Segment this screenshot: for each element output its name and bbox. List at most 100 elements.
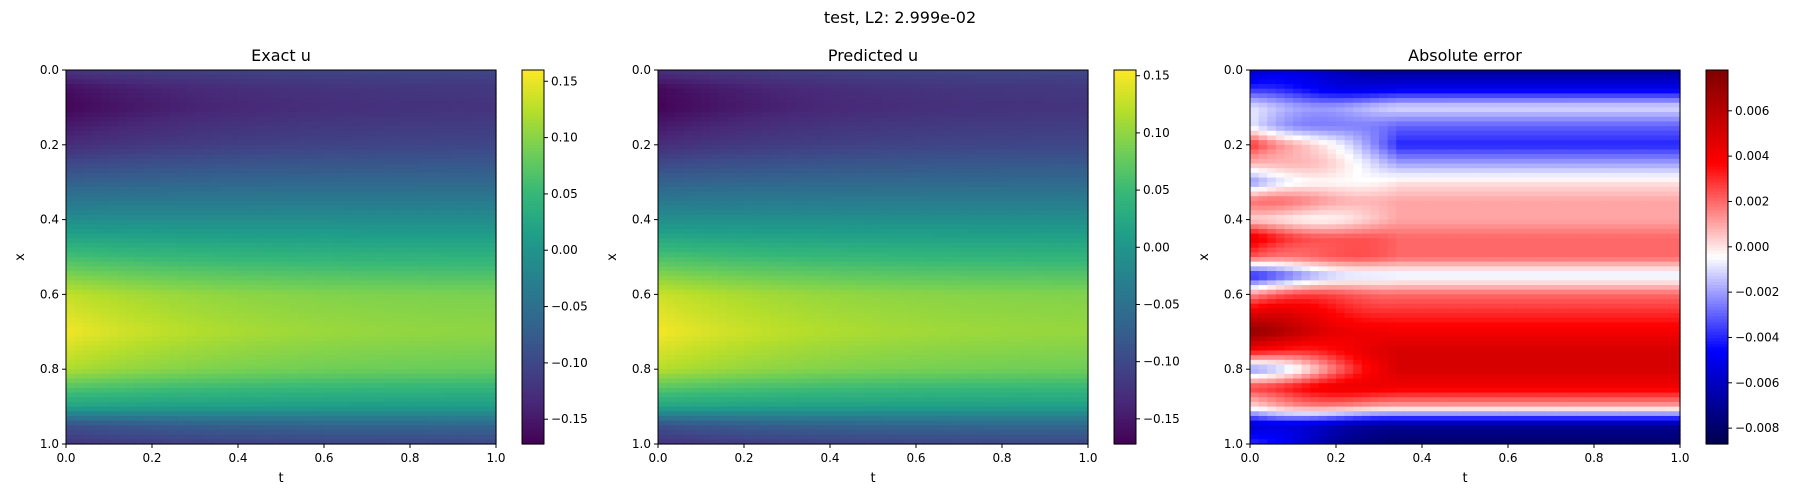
heatmap-cell [692, 74, 702, 80]
heatmap-cell [134, 434, 144, 440]
heatmap-cell [298, 383, 308, 389]
heatmap-cell [864, 70, 874, 76]
heatmap-cell [212, 285, 222, 291]
heatmap-cell [289, 168, 299, 174]
heatmap-cell [152, 364, 162, 370]
heatmap-cell [435, 102, 445, 108]
heatmap-cell [169, 350, 179, 356]
heatmap-cell [91, 317, 101, 324]
heatmap-cell [246, 336, 256, 342]
heatmap-cell [410, 158, 420, 165]
heatmap-cell [195, 280, 205, 286]
heatmap-cell [976, 112, 986, 118]
heatmap-cell [349, 392, 359, 398]
heatmap-cell [66, 135, 76, 141]
heatmap-cell [212, 392, 222, 398]
heatmap-cell [289, 271, 299, 277]
colorbar-band [522, 232, 544, 236]
heatmap-cell [718, 79, 728, 85]
heatmap-cell [74, 177, 84, 183]
heatmap-cell [487, 168, 497, 174]
heatmap-cell [281, 415, 291, 422]
heatmap-cell [109, 415, 119, 422]
heatmap-cell [246, 126, 256, 132]
heatmap-cell [916, 84, 926, 90]
heatmap-cell [177, 411, 187, 417]
colorbar-band [522, 126, 544, 130]
heatmap-cell [203, 378, 213, 384]
heatmap-cell [478, 168, 488, 174]
heatmap-cell [272, 415, 282, 422]
heatmap-cell [349, 149, 359, 155]
heatmap-cell [924, 79, 934, 85]
heatmap-cell [726, 74, 736, 80]
heatmap-cell [804, 84, 814, 90]
heatmap-cell [315, 434, 325, 440]
heatmap-cell [435, 434, 445, 440]
heatmap-cell [675, 79, 685, 85]
heatmap-cell [873, 70, 883, 76]
heatmap-cell [306, 322, 316, 328]
heatmap-cell [220, 369, 230, 375]
heatmap-cell [761, 126, 771, 132]
heatmap-cell [907, 84, 917, 90]
heatmap-cell [169, 406, 179, 412]
heatmap-cell [281, 425, 291, 431]
heatmap-cell [444, 345, 454, 352]
heatmap-cell [341, 121, 351, 127]
heatmap-cell [152, 163, 162, 169]
colorbar-band [522, 175, 544, 180]
heatmap-cell [246, 289, 256, 295]
heatmap-cell [392, 210, 402, 216]
heatmap-cell [349, 401, 359, 408]
heatmap-cell [461, 299, 471, 305]
heatmap-cell [324, 369, 334, 375]
heatmap-cell [134, 355, 144, 361]
heatmap-cell [160, 336, 170, 342]
heatmap-cell [427, 378, 437, 384]
heatmap-cell [709, 126, 719, 132]
heatmap-cell [195, 205, 205, 211]
heatmap-cell [461, 392, 471, 398]
heatmap-cell [341, 266, 351, 272]
heatmap-cell [117, 308, 127, 314]
heatmap-cell [83, 74, 93, 80]
heatmap-cell [298, 336, 308, 342]
heatmap-cell [272, 79, 282, 85]
heatmap-cell [392, 158, 402, 165]
heatmap-cell [91, 126, 101, 132]
heatmap-cell [461, 383, 471, 389]
heatmap-cell [255, 196, 265, 202]
heatmap-cell [220, 163, 230, 169]
heatmap-cell [804, 116, 814, 123]
heatmap-cell [203, 219, 213, 225]
heatmap-cell [692, 107, 702, 113]
heatmap-cell [804, 135, 814, 141]
heatmap-cell [289, 280, 299, 286]
heatmap-cell [66, 163, 76, 169]
heatmap-cell [410, 411, 420, 417]
heatmap-cell [186, 107, 196, 113]
heatmap-cell [212, 93, 222, 99]
heatmap-cell [238, 154, 248, 160]
colorbar-band [522, 331, 544, 336]
heatmap-cell [306, 172, 316, 179]
heatmap-cell [152, 322, 162, 328]
heatmap-cell [186, 420, 196, 426]
heatmap-cell [435, 364, 445, 370]
heatmap-cell [306, 163, 316, 169]
heatmap-cell [306, 280, 316, 286]
heatmap-cell [384, 289, 394, 295]
heatmap-cell [427, 191, 437, 197]
heatmap-cell [289, 294, 299, 300]
colorbar-band [522, 169, 544, 174]
heatmap-cell [272, 233, 282, 239]
heatmap-cell [117, 411, 127, 417]
heatmap-cell [289, 154, 299, 160]
heatmap-cell [109, 355, 119, 361]
heatmap-cell [453, 439, 463, 445]
heatmap-cell [315, 126, 325, 132]
heatmap-cell [427, 79, 437, 85]
heatmap-cell [453, 303, 463, 310]
heatmap-cell [941, 126, 951, 132]
